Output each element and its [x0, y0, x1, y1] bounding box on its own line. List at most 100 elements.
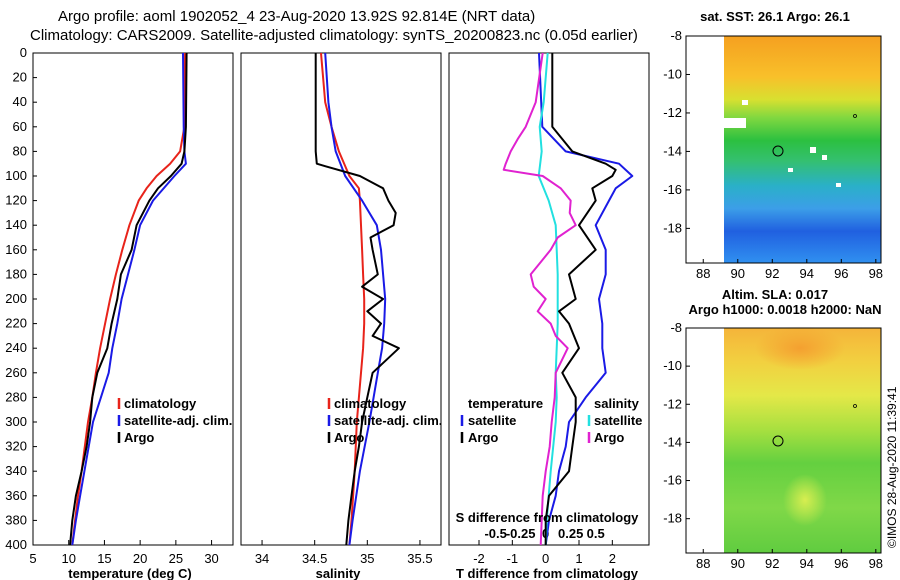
- legend-label: satellite-adj. clim.: [124, 413, 232, 428]
- depth-tick-label: 100: [5, 168, 27, 183]
- lon-tick-label: 94: [800, 556, 814, 571]
- lat-tick-label: -10: [663, 66, 682, 81]
- sst-map-nodata-left: [686, 36, 724, 263]
- legend-label: satellite: [468, 413, 516, 428]
- difference-plot-frame: [448, 52, 650, 546]
- depth-tick-label: 60: [13, 119, 27, 134]
- temperature-panel: 0 20 40 60 80 100 120 140 160 180 200 220 240 260 280 3…: [5, 45, 234, 580]
- legend-label: Argo: [124, 430, 154, 445]
- sla-lon-ticks: 88 90 92 94 96 98: [696, 549, 883, 571]
- depth-axis-labels: 0 20 40 60 80 100 120 140 160 180 200 220 240 260 280 3…: [5, 45, 27, 552]
- lat-tick-label: -10: [663, 358, 682, 373]
- series-line-climatology: [320, 52, 366, 546]
- legend-label: Argo: [594, 430, 624, 445]
- salinity-x-ticks: 34 34.5 35 35.5: [255, 540, 433, 566]
- depth-tick-label: 380: [5, 512, 27, 527]
- depth-tick-label: 320: [5, 439, 27, 454]
- sla-warm-patch: [755, 326, 845, 370]
- sst-map-frame: [685, 35, 882, 264]
- temperature-x-ticks: 5 10 15 20 25 30: [29, 52, 219, 566]
- depth-tick-label: 80: [13, 143, 27, 158]
- sst-argo-location-marker: [772, 145, 784, 157]
- lon-tick-label: 94: [800, 266, 814, 281]
- s-tick-label: 0.5: [587, 526, 605, 541]
- s-tick-label: 0.25: [558, 526, 583, 541]
- lon-tick-label: 96: [834, 556, 848, 571]
- depth-tick-label: 160: [5, 242, 27, 257]
- series-line-argo: [314, 53, 400, 546]
- sst-cloud-pixel: [788, 168, 793, 172]
- legend-label: satellite-adj. clim.: [334, 413, 442, 428]
- x-tick-label: 35: [360, 551, 374, 566]
- series-line-s-argo: [502, 52, 577, 546]
- depth-tick-label: 360: [5, 488, 27, 503]
- depth-tick-label: 300: [5, 414, 27, 429]
- figure-title-line2: Climatology: CARS2009. Satellite-adjuste…: [30, 27, 638, 44]
- legend-label: climatology: [334, 396, 407, 411]
- depth-tick-label: 200: [5, 291, 27, 306]
- sla-small-dot: [853, 404, 857, 408]
- depth-tick-label: 220: [5, 316, 27, 331]
- sst-map-title: sat. SST: 26.1 Argo: 26.1: [700, 9, 850, 24]
- x-tick-label: 20: [133, 551, 147, 566]
- sla-map-title-line1: Altim. SLA: 0.017: [722, 287, 828, 302]
- x-tick-label: 1: [575, 551, 582, 566]
- sst-small-dot: [853, 114, 857, 118]
- sla-map-nodata-left: [686, 328, 724, 553]
- lat-tick-label: -8: [670, 28, 682, 43]
- sst-cloud-pixel: [742, 100, 748, 105]
- legend-heading-temperature: temperature: [468, 396, 543, 411]
- depth-tick-label: 120: [5, 193, 27, 208]
- lat-tick-label: -12: [663, 396, 682, 411]
- x-tick-label: 10: [61, 551, 75, 566]
- sst-map-field: [724, 36, 881, 263]
- temperature-plot-frame: [32, 52, 234, 546]
- x-tick-label: 0: [542, 551, 549, 566]
- depth-tick-label: 140: [5, 217, 27, 232]
- x-tick-label: 34: [255, 551, 269, 566]
- lat-tick-label: -8: [670, 320, 682, 335]
- depth-tick-label: 20: [13, 70, 27, 85]
- credit-text: ©IMOS 28-Aug-2020 11:39:41: [885, 386, 899, 548]
- depth-tick-label: 40: [13, 94, 27, 109]
- depth-tick-label: 400: [5, 537, 27, 552]
- sst-lon-ticks: 88 90 92 94 96 98: [696, 259, 883, 281]
- depth-tick-label: 280: [5, 389, 27, 404]
- x-tick-label: -2: [473, 551, 485, 566]
- lon-tick-label: 90: [731, 266, 745, 281]
- difference-lines: [502, 52, 634, 546]
- salinity-lines: [314, 52, 400, 546]
- temperature-axis-label: temperature (deg C): [68, 566, 192, 580]
- sla-map-title-line2: Argo h1000: 0.0018 h2000: NaN: [689, 302, 882, 317]
- series-line-t-argo: [544, 53, 617, 545]
- s-tick-label: -0.25: [506, 526, 536, 541]
- sst-cloud-pixel: [836, 183, 841, 187]
- temperature-legend: climatology satellite-adj. clim. Argo: [117, 396, 232, 445]
- lon-tick-label: 88: [696, 266, 710, 281]
- series-line-satellite-adj-clim-: [71, 52, 187, 546]
- lon-tick-label: 98: [869, 266, 883, 281]
- series-line-satellite-adj-clim-: [324, 52, 387, 546]
- series-line-t-satellite: [538, 52, 634, 546]
- figure-title-line1: Argo profile: aoml 1902052_4 23-Aug-2020…: [58, 8, 535, 25]
- x-tick-label: 34.5: [302, 551, 327, 566]
- lon-tick-label: 96: [834, 266, 848, 281]
- legend-label: Argo: [468, 430, 498, 445]
- x-tick-label: 25: [169, 551, 183, 566]
- x-tick-label: 2: [609, 551, 616, 566]
- depth-tick-label: 260: [5, 365, 27, 380]
- salinity-panel: 34 34.5 35 35.5 salinity climatology satelli…: [240, 52, 442, 580]
- lat-tick-label: -14: [663, 434, 682, 449]
- sst-cloud-pixel: [810, 147, 816, 153]
- sla-map-frame: [685, 327, 882, 554]
- sst-lat-ticks: -8 -10 -12 -14 -16 -18: [663, 28, 690, 235]
- sst-map: sat. SST: 26.1 Argo: 26.1 -8 -10 -12 -14 -16…: [663, 9, 883, 281]
- series-line-climatology: [71, 52, 187, 546]
- sst-cloud-pixel: [822, 155, 827, 160]
- series-line-s-satellite: [537, 52, 559, 546]
- lat-tick-label: -18: [663, 511, 682, 526]
- depth-tick-label: 0: [20, 45, 27, 60]
- salinity-plot-frame: [240, 52, 442, 546]
- depth-tick-label: 240: [5, 340, 27, 355]
